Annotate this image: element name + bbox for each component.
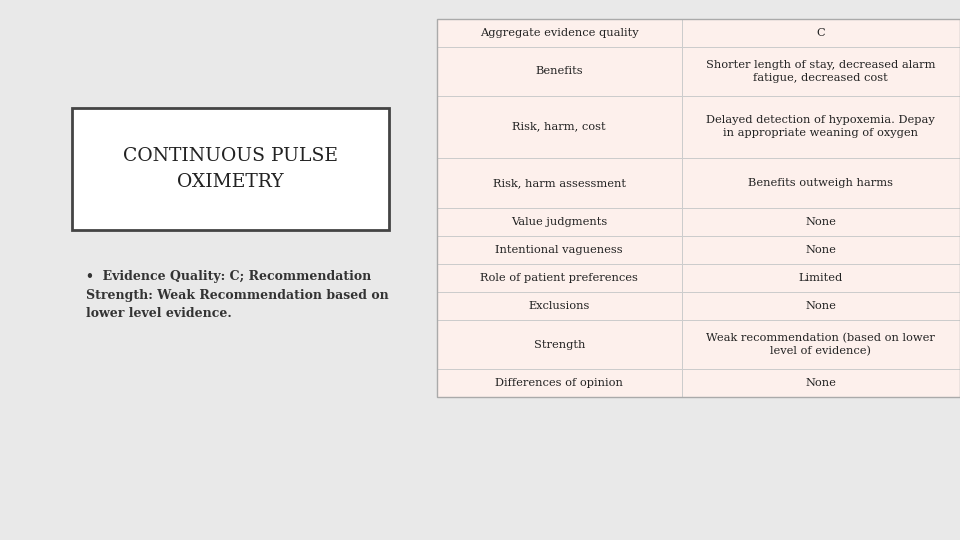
Bar (682, 19, 960, 47)
Bar (682, 236, 960, 264)
Bar (437, 208, 682, 236)
Text: Benefits: Benefits (536, 66, 583, 76)
Text: Shorter length of stay, decreased alarm
fatigue, decreased cost: Shorter length of stay, decreased alarm … (706, 60, 936, 83)
Text: None: None (805, 245, 836, 255)
Text: Aggregate evidence quality: Aggregate evidence quality (480, 28, 638, 38)
Text: Value judgments: Value judgments (511, 217, 608, 227)
Bar (437, 47, 682, 96)
Text: Delayed detection of hypoxemia. Depay
in appropriate weaning of oxygen: Delayed detection of hypoxemia. Depay in… (707, 115, 935, 138)
FancyBboxPatch shape (72, 108, 389, 230)
Text: Differences of opinion: Differences of opinion (495, 378, 623, 388)
Text: Benefits outweigh harms: Benefits outweigh harms (748, 178, 894, 188)
Text: Risk, harm assessment: Risk, harm assessment (492, 178, 626, 188)
Bar (437, 236, 682, 264)
Bar (437, 369, 682, 397)
Bar (437, 264, 682, 292)
Text: Exclusions: Exclusions (529, 301, 589, 311)
Bar (682, 264, 960, 292)
Text: CONTINUOUS PULSE
OXIMETRY: CONTINUOUS PULSE OXIMETRY (123, 146, 338, 191)
Bar (437, 320, 682, 369)
Text: Intentional vagueness: Intentional vagueness (495, 245, 623, 255)
Bar (682, 158, 960, 208)
Text: Risk, harm, cost: Risk, harm, cost (513, 122, 606, 132)
Text: Limited: Limited (799, 273, 843, 283)
Bar (437, 292, 682, 320)
Text: •  Evidence Quality: C; Recommendation
Strength: Weak Recommendation based on
lo: • Evidence Quality: C; Recommendation St… (86, 270, 389, 320)
Bar (682, 47, 960, 96)
Bar (682, 369, 960, 397)
Text: None: None (805, 378, 836, 388)
Text: Weak recommendation (based on lower
level of evidence): Weak recommendation (based on lower leve… (707, 333, 935, 356)
Bar (682, 96, 960, 158)
Bar (682, 292, 960, 320)
Bar (437, 19, 682, 47)
Text: Role of patient preferences: Role of patient preferences (480, 273, 638, 283)
Text: Strength: Strength (534, 340, 585, 349)
Bar (437, 96, 682, 158)
Bar (437, 158, 682, 208)
Bar (682, 208, 960, 236)
Bar (437, 19, 960, 397)
Bar (682, 320, 960, 369)
Text: None: None (805, 301, 836, 311)
Text: None: None (805, 217, 836, 227)
Text: C: C (817, 28, 825, 38)
